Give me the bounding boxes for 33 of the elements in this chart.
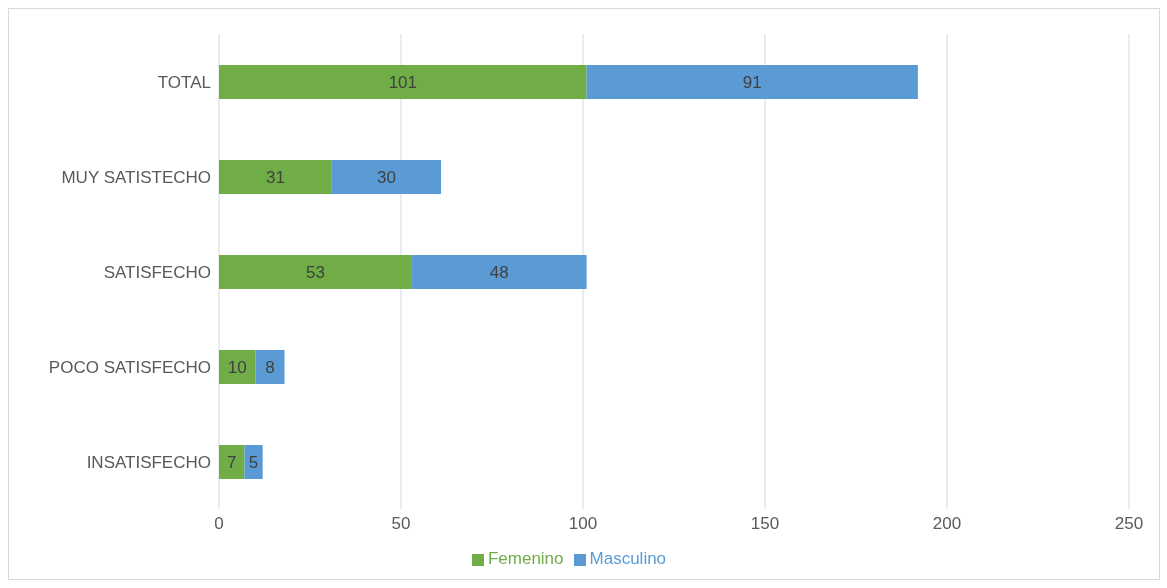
bar bbox=[219, 445, 245, 479]
data-label: 5 bbox=[248, 453, 259, 473]
x-tick-label: 0 bbox=[214, 514, 224, 534]
y-tick-label: INSATISFECHO bbox=[86, 452, 211, 472]
x-tick-label: 50 bbox=[391, 514, 411, 534]
x-tick-label: 150 bbox=[750, 514, 780, 534]
bar bbox=[255, 350, 285, 384]
data-label: 7 bbox=[227, 453, 237, 473]
data-label: 101 bbox=[388, 73, 418, 93]
y-tick-label: MUY SATISTECHO bbox=[61, 167, 211, 187]
data-label: 30 bbox=[376, 168, 396, 188]
bar bbox=[219, 160, 332, 194]
x-tick-label: 200 bbox=[932, 514, 962, 534]
bar bbox=[586, 65, 918, 99]
bar bbox=[411, 255, 587, 289]
data-label: 10 bbox=[227, 358, 247, 378]
bar bbox=[219, 65, 587, 99]
y-tick-label: TOTAL bbox=[157, 72, 211, 92]
data-label: 48 bbox=[489, 263, 509, 283]
x-tick-label: 100 bbox=[568, 514, 598, 534]
bar bbox=[244, 445, 263, 479]
legend-label: Femenino bbox=[487, 549, 564, 568]
data-label: 8 bbox=[265, 358, 275, 378]
data-label: 53 bbox=[306, 263, 325, 283]
bar bbox=[219, 350, 256, 384]
data-label: 31 bbox=[265, 168, 285, 188]
y-tick-label: POCO SATISFECHO bbox=[48, 357, 211, 377]
data-label: 91 bbox=[742, 73, 762, 93]
y-tick-label: SATISFECHO bbox=[103, 262, 211, 282]
x-tick-label: 250 bbox=[1114, 514, 1144, 534]
bar bbox=[331, 160, 442, 194]
legend-label: Masculino bbox=[589, 549, 667, 568]
bar bbox=[219, 255, 412, 289]
